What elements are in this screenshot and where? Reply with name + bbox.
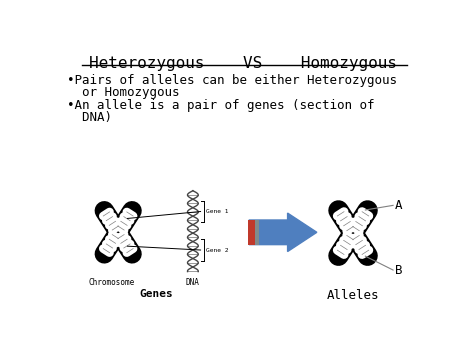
Bar [248,220,255,245]
Text: DNA): DNA) [66,111,111,124]
Text: B: B [395,264,402,277]
Text: DNA: DNA [186,278,200,287]
Text: Genes: Genes [140,289,173,298]
Bar [255,220,259,245]
Text: Chromosome: Chromosome [89,278,135,287]
Text: Alleles: Alleles [327,289,379,302]
Text: •Pairs of alleles can be either Heterozygous: •Pairs of alleles can be either Heterozy… [66,74,397,87]
Text: •An allele is a pair of genes (section of: •An allele is a pair of genes (section o… [66,99,374,112]
Text: Gene 1: Gene 1 [206,209,228,214]
Text: Heterozygous    VS    Homozygous: Heterozygous VS Homozygous [89,56,397,71]
Text: Gene 2: Gene 2 [206,247,228,252]
FancyArrow shape [249,213,317,252]
Text: or Homozygous: or Homozygous [66,86,179,99]
Text: A: A [395,199,402,212]
